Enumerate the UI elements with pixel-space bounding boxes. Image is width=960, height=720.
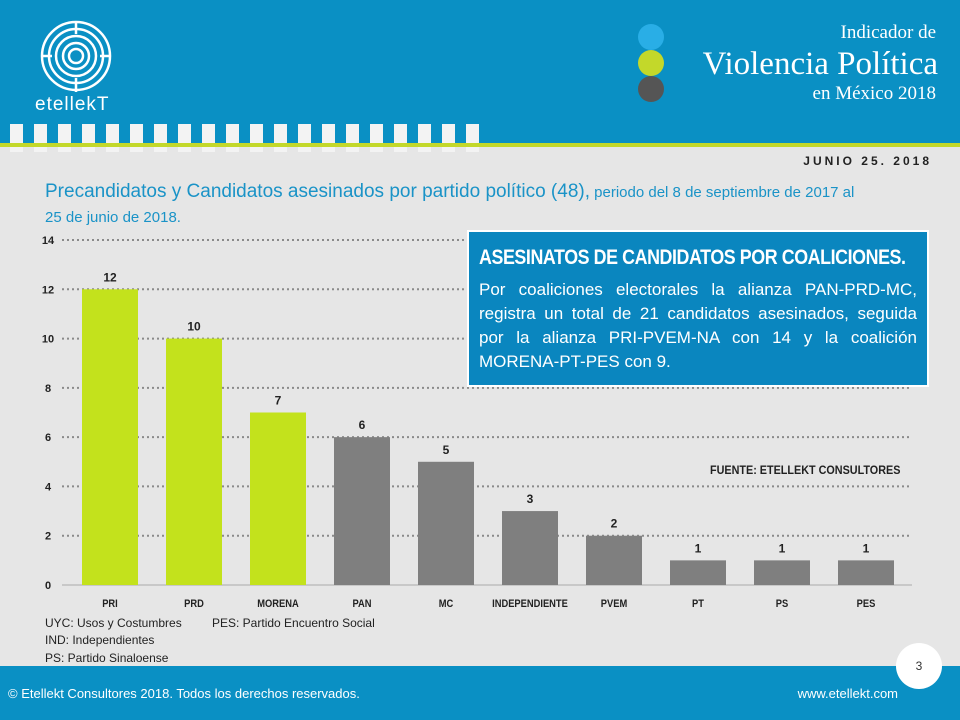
x-tick-label: PES xyxy=(857,598,876,610)
bar-pan xyxy=(334,437,390,585)
stripe xyxy=(226,124,239,152)
footer xyxy=(0,666,960,720)
indicator-title: Violencia Política xyxy=(702,46,938,82)
stripe xyxy=(154,124,167,152)
x-tick-label: PS xyxy=(776,598,789,610)
header-banner xyxy=(0,0,960,143)
bar-pes xyxy=(838,560,894,585)
bar-pt xyxy=(670,560,726,585)
x-tick-label: MC xyxy=(439,598,454,610)
legend-pes: PES: Partido Encuentro Social xyxy=(212,616,375,630)
stripe xyxy=(298,124,311,152)
bar-chart: 0246810121412PRI10PRD7MORENA6PAN5MC3INDE… xyxy=(42,235,912,610)
stripe xyxy=(178,124,191,152)
data-label: 1 xyxy=(863,541,870,555)
stripe xyxy=(10,124,23,152)
green-dot-icon xyxy=(638,50,664,76)
report-date: JUNIO 25. 2018 xyxy=(803,154,932,168)
bar-morena xyxy=(250,412,306,585)
bar-prd xyxy=(166,338,222,585)
stripe xyxy=(322,124,335,152)
x-tick-label: INDEPENDIENTE xyxy=(492,598,568,610)
infobox-heading: ASESINATOS DE CANDIDATOS POR COALICIONES… xyxy=(479,246,906,269)
stripe xyxy=(34,124,47,152)
stripe xyxy=(274,124,287,152)
coalitions-infobox: ASESINATOS DE CANDIDATOS POR COALICIONES… xyxy=(467,230,929,387)
stripe xyxy=(82,124,95,152)
legend-ps: PS: Partido Sinaloense xyxy=(45,651,169,665)
y-tick-label: 10 xyxy=(42,334,54,346)
data-label: 2 xyxy=(611,517,618,531)
y-tick-label: 2 xyxy=(45,531,51,543)
data-label: 1 xyxy=(695,541,702,555)
x-tick-label: PVEM xyxy=(601,598,627,610)
page-number: 3 xyxy=(896,643,942,689)
legend-ind: IND: Independientes xyxy=(45,633,155,647)
y-tick-label: 0 xyxy=(45,580,51,592)
y-tick-label: 8 xyxy=(45,383,51,395)
chart-title-period: periodo del 8 de septiembre de 2017 al 2… xyxy=(45,184,855,226)
infobox-body: Por coaliciones electorales la alianza P… xyxy=(479,280,917,371)
y-tick-label: 14 xyxy=(42,235,55,247)
x-tick-label: MORENA xyxy=(257,598,299,610)
data-label: 3 xyxy=(527,492,534,506)
data-label: 1 xyxy=(779,541,786,555)
stripe xyxy=(106,124,119,152)
stripe xyxy=(370,124,383,152)
blue-dot-icon xyxy=(638,24,664,50)
chart-title-main: Precandidatos y Candidatos asesinados po… xyxy=(45,181,590,202)
bar-mc xyxy=(418,461,474,585)
bar-ps xyxy=(754,560,810,585)
logo-text: etellekT xyxy=(35,94,110,115)
source-note: FUENTE: ETELLEKT CONSULTORES xyxy=(710,463,901,477)
data-label: 7 xyxy=(275,394,282,408)
x-tick-label: PRD xyxy=(184,598,204,610)
y-tick-label: 4 xyxy=(45,481,52,493)
data-label: 6 xyxy=(359,418,366,432)
x-tick-label: PAN xyxy=(352,598,371,610)
bar-independiente xyxy=(502,511,558,585)
stripe xyxy=(442,124,455,152)
stripe xyxy=(202,124,215,152)
x-tick-label: PRI xyxy=(102,598,118,610)
stripe xyxy=(418,124,431,152)
legend-uyc: UYC: Usos y Costumbres xyxy=(45,616,182,630)
stripe xyxy=(250,124,263,152)
y-tick-label: 12 xyxy=(42,284,54,296)
stripe xyxy=(394,124,407,152)
data-label: 5 xyxy=(443,443,450,457)
etellekt-logo-icon xyxy=(40,20,112,92)
website-link[interactable]: www.etellekt.com xyxy=(797,686,898,701)
header-accent-line xyxy=(0,143,960,147)
gray-dot-icon xyxy=(638,76,664,102)
bar-pvem xyxy=(586,535,642,585)
indicator-line1: Indicador de xyxy=(840,22,936,43)
stripe xyxy=(466,124,479,152)
x-tick-label: PT xyxy=(692,598,705,610)
stripe xyxy=(346,124,359,152)
copyright-text: © Etellekt Consultores 2018. Todos los d… xyxy=(8,686,360,701)
data-label: 12 xyxy=(103,270,117,284)
indicator-line3: en México 2018 xyxy=(812,83,936,104)
stripe xyxy=(58,124,71,152)
chart-title: Precandidatos y Candidatos asesinados po… xyxy=(45,180,865,230)
y-tick-label: 6 xyxy=(45,432,51,444)
data-label: 10 xyxy=(187,320,201,334)
bar-pri xyxy=(82,289,138,585)
stripe xyxy=(130,124,143,152)
